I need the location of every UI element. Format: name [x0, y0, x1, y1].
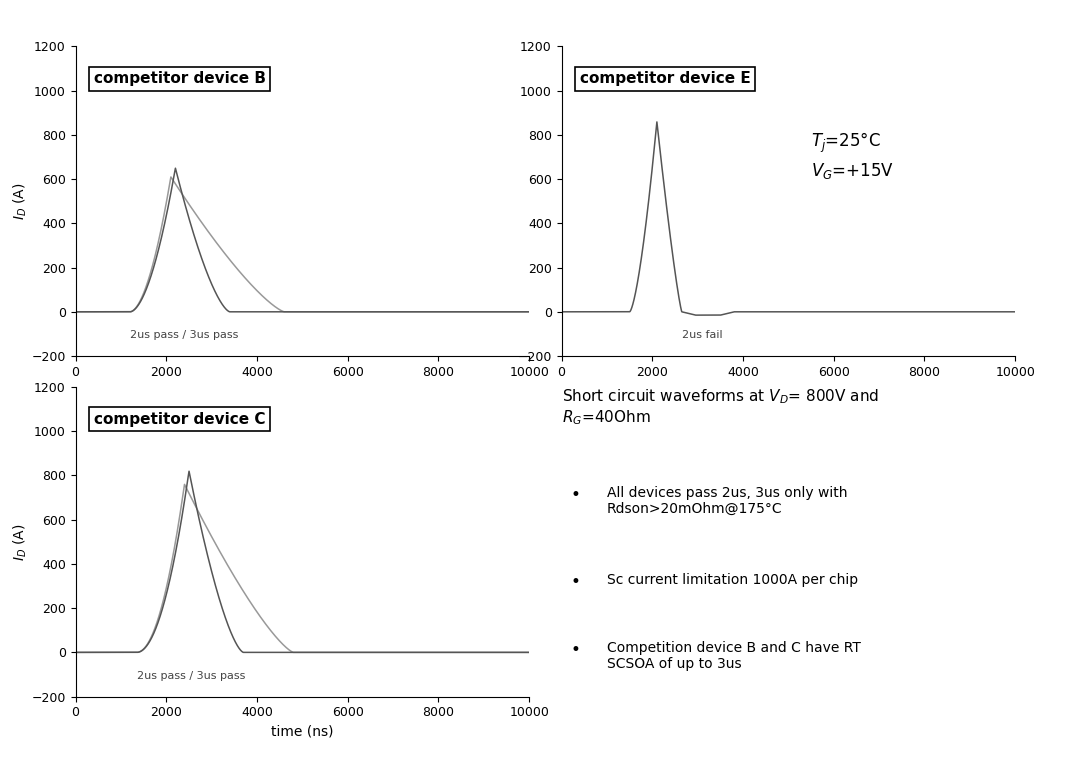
Text: •: •	[570, 486, 581, 504]
Text: 2us fail: 2us fail	[681, 330, 723, 341]
Text: $V_G$=+15V: $V_G$=+15V	[811, 162, 894, 181]
Text: Competition device B and C have RT
SCSOA of up to 3us: Competition device B and C have RT SCSOA…	[607, 641, 861, 671]
Text: Sc current limitation 1000A per chip: Sc current limitation 1000A per chip	[607, 573, 859, 587]
X-axis label: time (ns): time (ns)	[271, 725, 334, 739]
Text: 2us pass / 3us pass: 2us pass / 3us pass	[137, 671, 245, 681]
Text: All devices pass 2us, 3us only with
Rdson>20mOhm@175°C: All devices pass 2us, 3us only with Rdso…	[607, 486, 848, 516]
Text: competitor device E: competitor device E	[580, 71, 751, 86]
Text: competitor device B: competitor device B	[94, 71, 266, 86]
Text: •: •	[570, 641, 581, 659]
Text: Short circuit waveforms at $V_D$= 800V and
$R_G$=40Ohm: Short circuit waveforms at $V_D$= 800V a…	[562, 387, 879, 427]
Y-axis label: $I_D$ (A): $I_D$ (A)	[11, 523, 29, 560]
Text: •: •	[570, 573, 581, 591]
Text: $T_j$=25°C: $T_j$=25°C	[811, 131, 881, 155]
Text: competitor device C: competitor device C	[94, 412, 266, 426]
Text: 2us pass / 3us pass: 2us pass / 3us pass	[130, 330, 239, 341]
Y-axis label: $I_D$ (A): $I_D$ (A)	[11, 183, 29, 220]
